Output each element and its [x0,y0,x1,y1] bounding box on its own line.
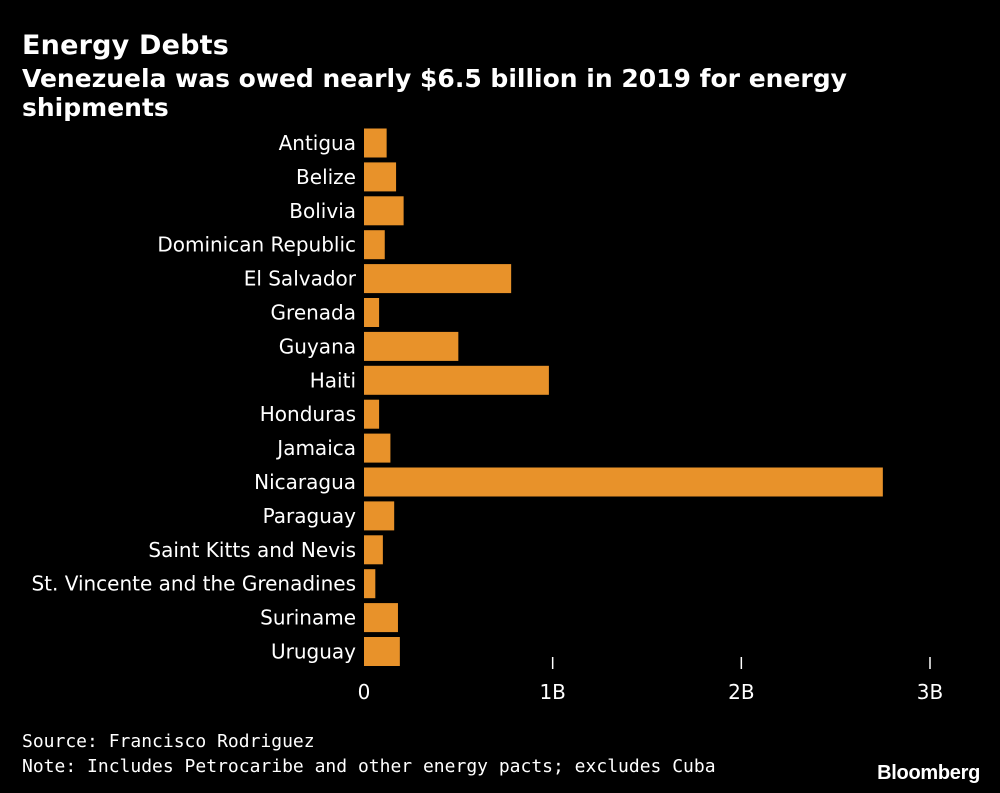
bar-suriname [364,603,398,633]
bar-guyana [364,331,459,361]
category-label-honduras: Honduras [260,402,356,426]
category-label-st-vincente-and-the-grenadines: St. Vincente and the Grenadines [31,572,356,596]
chart-subtitle: Venezuela was owed nearly $6.5 billion i… [22,64,847,122]
category-label-paraguay: Paraguay [263,504,357,528]
bar-jamaica [364,433,391,463]
category-label-antigua: Antigua [279,131,356,155]
bar-antigua [364,128,387,158]
category-label-bolivia: Bolivia [289,199,356,223]
category-label-nicaragua: Nicaragua [254,470,356,494]
bar-haiti [364,365,549,395]
bar-nicaragua [364,467,883,497]
bar-el-salvador [364,264,512,294]
bar-bolivia [364,196,404,226]
bloomberg-logo: Bloomberg [877,762,980,784]
bar-belize [364,162,397,192]
category-label-haiti: Haiti [310,368,356,392]
source-note: Source: Francisco Rodriguez [22,731,315,752]
category-label-belize: Belize [296,165,356,189]
category-label-uruguay: Uruguay [271,640,356,664]
bar-grenada [364,298,380,327]
category-label-el-salvador: El Salvador [244,267,357,291]
bar-saint-kitts-and-nevis [364,535,383,565]
x-tick-label: 3B [917,680,943,704]
category-label-grenada: Grenada [271,301,356,325]
bar-dominican-republic [364,230,385,260]
category-label-guyana: Guyana [279,334,356,358]
bar-uruguay [364,637,400,666]
category-label-suriname: Suriname [260,606,356,630]
chart-title: Energy Debts [22,30,230,61]
bar-st-vincente-and-the-grenadines [364,569,376,599]
bar-paraguay [364,501,395,531]
category-label-saint-kitts-and-nevis: Saint Kitts and Nevis [148,538,356,562]
x-tick-label: 2B [728,680,754,704]
x-tick-label: 1B [539,680,565,704]
bar-honduras [364,399,380,429]
x-tick-label: 0 [358,680,371,704]
category-label-jamaica: Jamaica [275,436,356,460]
bar-chart: Antigua Belize Bolivia Dominican Republic El… [31,128,943,704]
footnote: Note: Includes Petrocaribe and other ene… [22,756,716,777]
category-label-dominican-republic: Dominican Republic [157,233,356,257]
